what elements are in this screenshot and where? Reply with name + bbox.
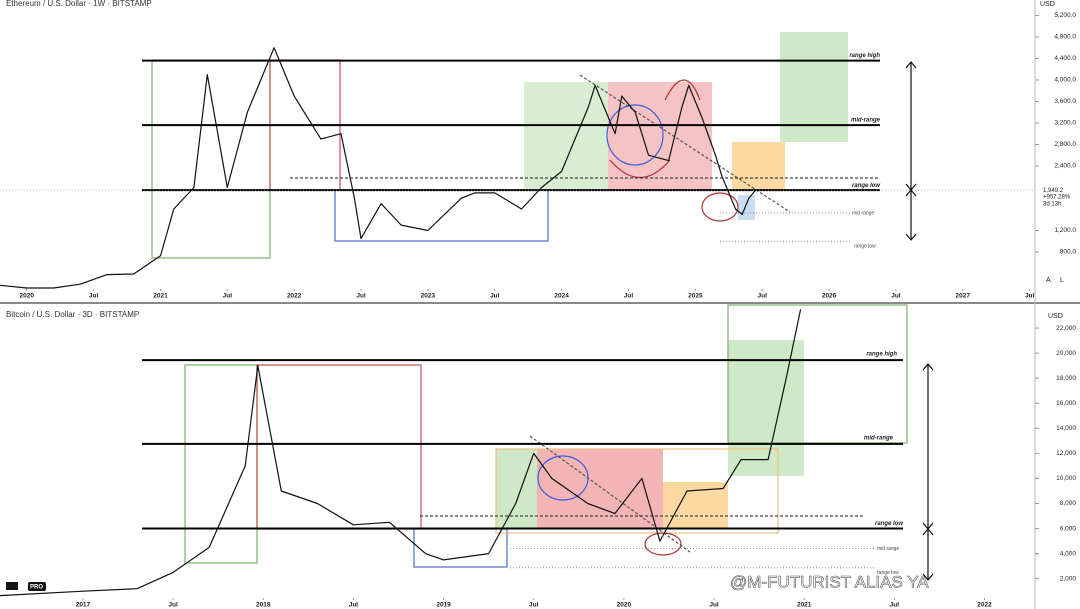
y-tick-label: 8,000 [1060, 500, 1077, 507]
level-label: mid-range [864, 435, 894, 441]
x-tick-label: 2022 [977, 602, 992, 609]
x-tick-label: Jul [490, 293, 500, 300]
series [0, 47, 756, 289]
countdown: 3d 13h [1043, 202, 1061, 208]
y-tick-label: 2,800.0 [1054, 141, 1076, 148]
y-tick-label: 12,000 [1056, 450, 1076, 457]
x-tick-label: Jul [709, 602, 719, 609]
level-label: range low [852, 183, 880, 189]
x-tick-label: Jul [349, 602, 359, 609]
y-tick-label: 18,000 [1056, 375, 1076, 382]
x-tick-label: 2023 [421, 293, 436, 300]
x-tick-label: Jul [1025, 293, 1035, 300]
y-tick-label: 14,000 [1056, 425, 1076, 432]
x-tick-label: 2027 [956, 293, 971, 300]
level-label: mid-range [851, 118, 881, 124]
x-tick-label: 2020 [617, 602, 632, 609]
price-line [0, 47, 756, 289]
currency: USD [1040, 1, 1055, 8]
y-tick-label: 16,000 [1056, 400, 1076, 407]
y-tick-label: 800.0 [1060, 249, 1077, 256]
x-tick-label: 2018 [256, 602, 271, 609]
currency: USD [1048, 313, 1063, 320]
logo-text: PRO [30, 585, 43, 591]
level-label: range low [875, 521, 903, 527]
x-tick-label: 2019 [436, 602, 451, 609]
level-label: mid range [877, 546, 899, 552]
x-tick-label: 2021 [153, 293, 168, 300]
level-label: range low [877, 570, 899, 576]
last-price-label: 1,949.2 [1043, 188, 1064, 194]
x-tick-label: 2021 [797, 602, 812, 609]
y-tick-label: 4,800.0 [1054, 34, 1076, 41]
x-tick-label: 2026 [822, 293, 837, 300]
x-tick-label: Jul [168, 602, 178, 609]
y-tick-label: 20,000 [1056, 350, 1076, 357]
y-tick-label: 3,600.0 [1054, 98, 1076, 105]
x-tick-label: 2017 [76, 602, 91, 609]
y-tick-label: 2,000 [1060, 575, 1077, 582]
drawings-bottom [184, 304, 934, 581]
change-label: +957.28% [1043, 195, 1071, 201]
logo: PRO [6, 582, 46, 591]
x-tick-label: 2022 [287, 293, 302, 300]
x-tick-label: Jul [890, 602, 900, 609]
x-tick-label: Jul [89, 293, 99, 300]
y-tick-label: 10,000 [1056, 475, 1076, 482]
price-line [0, 309, 802, 597]
y-tick-label: 2,400.0 [1054, 163, 1076, 170]
level-label: range low [854, 244, 876, 250]
x-tick-label: 2025 [688, 293, 703, 300]
y-tick-label: 1,200.0 [1054, 227, 1076, 234]
y-tick-label: 4,000.0 [1054, 77, 1076, 84]
scale-button[interactable]: L [1060, 277, 1064, 284]
drawings-top [151, 32, 917, 259]
y-tick-label: 4,000 [1060, 550, 1077, 557]
x-tick-label: 2020 [20, 293, 35, 300]
x-tick-label: Jul [624, 293, 634, 300]
y-tick-label: 6,000 [1060, 525, 1077, 532]
series [0, 309, 802, 597]
chart-title: Ethereum / U.S. Dollar · 1W · BITSTAMP [6, 0, 152, 8]
y-tick-label: 4,400.0 [1054, 55, 1076, 62]
level-label: mid range [852, 210, 874, 216]
x-tick-label: Jul [529, 602, 539, 609]
x-tick-label: Jul [758, 293, 768, 300]
y-tick-label: 3,200.0 [1054, 120, 1076, 127]
watermark: @M-FUTURIST ALIAS YA [730, 572, 929, 591]
chart-title: Bitcoin / U.S. Dollar · 3D · BITSTAMP [6, 310, 139, 319]
x-tick-label: Jul [356, 293, 366, 300]
y-tick-label: 22,000 [1056, 325, 1076, 332]
y-tick-label: 5,200.0 [1054, 12, 1076, 19]
x-tick-label: Jul [223, 293, 233, 300]
x-tick-label: 2024 [554, 293, 569, 300]
level-label: range high [849, 53, 880, 59]
scale-button[interactable]: A [1046, 277, 1051, 284]
x-tick-label: Jul [891, 293, 901, 300]
level-label: range high [866, 352, 897, 358]
